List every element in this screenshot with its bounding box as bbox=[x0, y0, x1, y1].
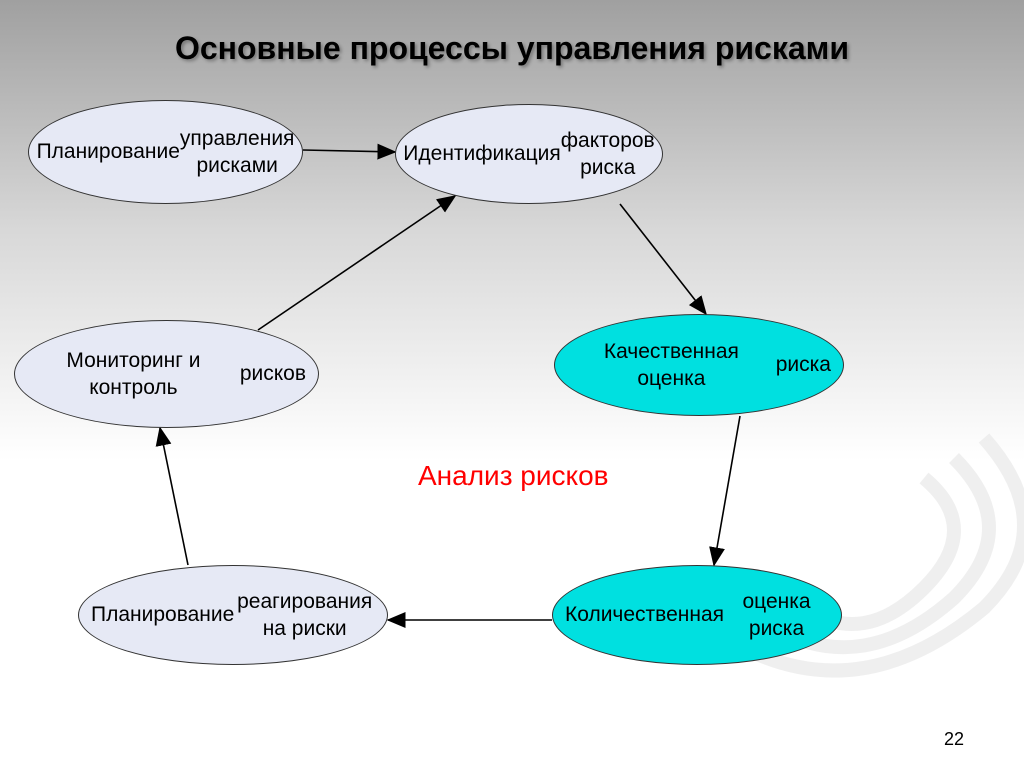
node-identify: Идентификацияфакторов риска bbox=[395, 104, 663, 204]
slide-title: Основные процессы управления рисками bbox=[0, 30, 1024, 67]
node-plan-response: Планированиереагирования на риски bbox=[78, 565, 388, 665]
edge-monitor-to-identify bbox=[258, 196, 455, 330]
edge-plan-mgmt-to-identify bbox=[303, 150, 395, 152]
slide-number: 22 bbox=[944, 729, 964, 750]
node-qualitative: Качественная оценкариска bbox=[554, 314, 844, 416]
analysis-label: Анализ рисков bbox=[418, 460, 609, 492]
edge-identify-to-qualitative bbox=[620, 204, 706, 314]
node-monitor: Мониторинг и контрольрисков bbox=[14, 320, 319, 428]
node-plan-mgmt: Планированиеуправления рисками bbox=[28, 100, 303, 204]
node-quantitative: Количественнаяоценка риска bbox=[552, 565, 842, 665]
edge-plan-response-to-monitor bbox=[160, 428, 188, 565]
edge-qualitative-to-quantitative bbox=[714, 416, 740, 565]
